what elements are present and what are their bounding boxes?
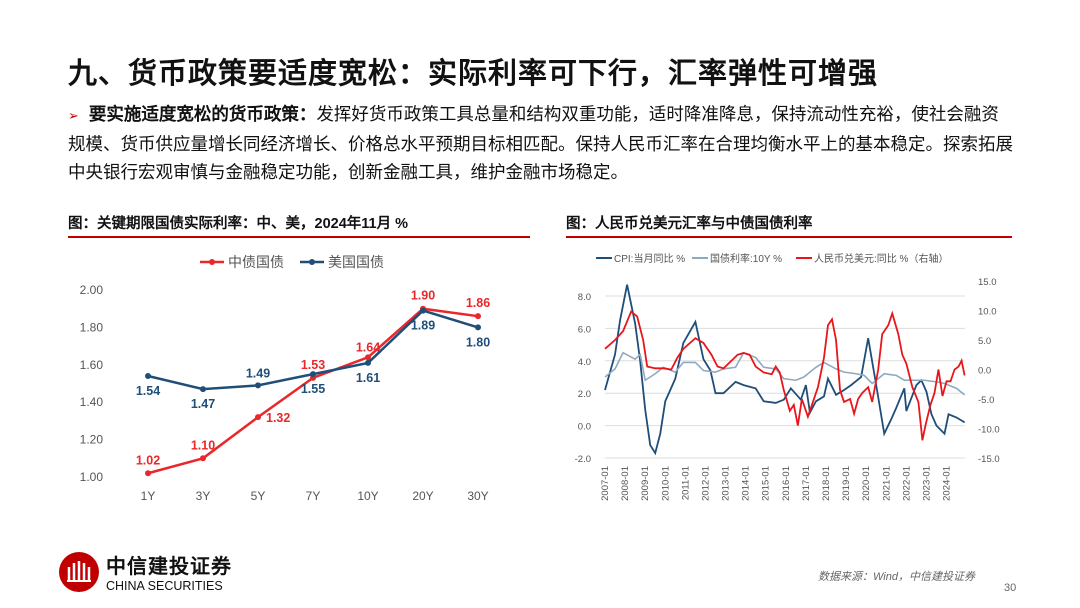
x-tick-label: 3Y: [196, 489, 211, 503]
figure2-divider: [566, 236, 1012, 238]
data-label: 1.64: [356, 340, 380, 354]
data-point: [200, 386, 206, 393]
y2-tick-label: 15.0: [978, 277, 997, 288]
legend-label: CPI:当月同比 %: [614, 252, 685, 265]
slide-title: 九、货币政策要适度宽松：实际利率可下行，汇率弹性可增强: [68, 58, 879, 90]
data-label: 1.54: [136, 384, 160, 398]
y-tick-label: 0.0: [578, 422, 591, 433]
legend-label: 人民币兑美元:同比 %（右轴）: [814, 252, 948, 265]
y2-tick-label: -15.0: [978, 454, 1000, 465]
figure1-divider: [68, 236, 530, 238]
data-point: [200, 455, 206, 462]
y-tick-label: 1.20: [80, 433, 104, 447]
data-point: [145, 470, 151, 477]
x-tick-label: 2020-01: [861, 466, 872, 501]
data-point: [365, 354, 371, 361]
bullet-text: 发挥好货币政策工具总量和结构双重功能，适时降准降息，保持流动性充裕，使社会融资规…: [68, 104, 1013, 182]
legend-label: 中债国债: [228, 254, 284, 270]
data-point: [255, 414, 261, 421]
x-tick-label: 30Y: [467, 489, 488, 503]
x-tick-label: 2015-01: [761, 466, 772, 501]
y-tick-label: 1.00: [80, 470, 104, 484]
data-label: 1.10: [191, 438, 215, 452]
x-tick-label: 2008-01: [620, 466, 631, 501]
y2-tick-label: -5.0: [978, 395, 994, 406]
y2-tick-label: 5.0: [978, 336, 991, 347]
data-label: 1.49: [246, 366, 270, 380]
x-tick-label: 2011-01: [680, 466, 691, 500]
series-line-2: [604, 310, 966, 441]
x-tick-label: 2012-01: [700, 466, 711, 501]
x-tick-label: 7Y: [306, 489, 321, 503]
data-label: 1.86: [466, 296, 490, 310]
data-point: [420, 307, 426, 314]
y-tick-label: 1.60: [80, 358, 104, 372]
y-tick-label: 2.00: [80, 283, 104, 297]
company-logo: 中信建投证券 CHINA SECURITIES: [58, 550, 232, 593]
y-tick-label: 4.0: [578, 357, 591, 368]
data-point: [475, 324, 481, 331]
x-tick-label: 2016-01: [781, 466, 792, 501]
y-tick-label: -2.0: [575, 454, 591, 465]
logo-cn: 中信建投证券: [106, 556, 232, 578]
x-tick-label: 5Y: [251, 489, 266, 503]
data-label: 1.02: [136, 453, 160, 467]
data-point: [145, 373, 151, 380]
y-tick-label: 8.0: [578, 292, 591, 303]
logo-emblem-icon: [59, 551, 99, 592]
page-number: 30: [1004, 582, 1017, 594]
y2-tick-label: 0.0: [978, 366, 991, 377]
data-label: 1.47: [191, 397, 215, 411]
x-tick-label: 2018-01: [821, 466, 832, 501]
data-label: 1.61: [356, 371, 380, 385]
x-tick-label: 2023-01: [921, 466, 932, 501]
y-tick-label: 6.0: [578, 324, 591, 335]
x-tick-label: 2010-01: [660, 466, 671, 501]
legend-marker: [209, 259, 215, 265]
data-label: 1.55: [301, 382, 325, 396]
y2-tick-label: 10.0: [978, 307, 997, 318]
data-label: 1.53: [301, 358, 325, 372]
bullet-lead: 要实施适度宽松的货币政策：: [88, 104, 317, 124]
data-source: 数据来源：Wind，中信建投证券: [818, 571, 975, 583]
data-point: [310, 371, 316, 378]
arrow-bullet-icon: ➢: [68, 108, 79, 123]
data-point: [365, 359, 371, 366]
x-tick-label: 10Y: [357, 489, 378, 503]
x-tick-label: 1Y: [141, 489, 156, 503]
x-tick-label: 2019-01: [841, 466, 852, 501]
data-label: 1.32: [266, 411, 290, 425]
y-tick-label: 1.80: [80, 320, 104, 334]
x-tick-label: 2017-01: [801, 466, 812, 501]
y-tick-label: 1.40: [80, 395, 104, 409]
data-point: [475, 313, 481, 320]
figure2-title: 图：人民币兑美元汇率与中债国债利率: [566, 216, 813, 232]
x-tick-label: 2021-01: [881, 466, 892, 501]
legend-marker: [309, 259, 315, 265]
series-line-1: [604, 351, 966, 396]
data-label: 1.80: [466, 335, 490, 349]
logo-en: CHINA SECURITIES: [106, 579, 223, 593]
x-tick-label: 20Y: [412, 489, 433, 503]
x-tick-label: 2013-01: [721, 466, 732, 501]
data-label: 1.89: [411, 319, 435, 333]
legend-label: 国债利率:10Y %: [710, 252, 782, 265]
x-tick-label: 2009-01: [640, 466, 651, 501]
x-tick-label: 2007-01: [600, 466, 611, 501]
x-tick-label: 2024-01: [942, 466, 953, 501]
y2-tick-label: -10.0: [978, 425, 1000, 436]
x-tick-label: 2014-01: [741, 466, 752, 501]
bullet-paragraph: ➢ 要实施适度宽松的货币政策：发挥好货币政策工具总量和结构双重功能，适时降准降息，…: [68, 100, 1013, 186]
data-point: [255, 382, 261, 389]
data-label: 1.90: [411, 289, 435, 303]
x-tick-label: 2022-01: [901, 466, 912, 501]
y-tick-label: 2.0: [578, 389, 591, 400]
figure1-title: 图：关键期限国债实际利率：中、美，2024年11月 %: [68, 216, 409, 232]
legend-label: 美国国债: [328, 254, 384, 270]
